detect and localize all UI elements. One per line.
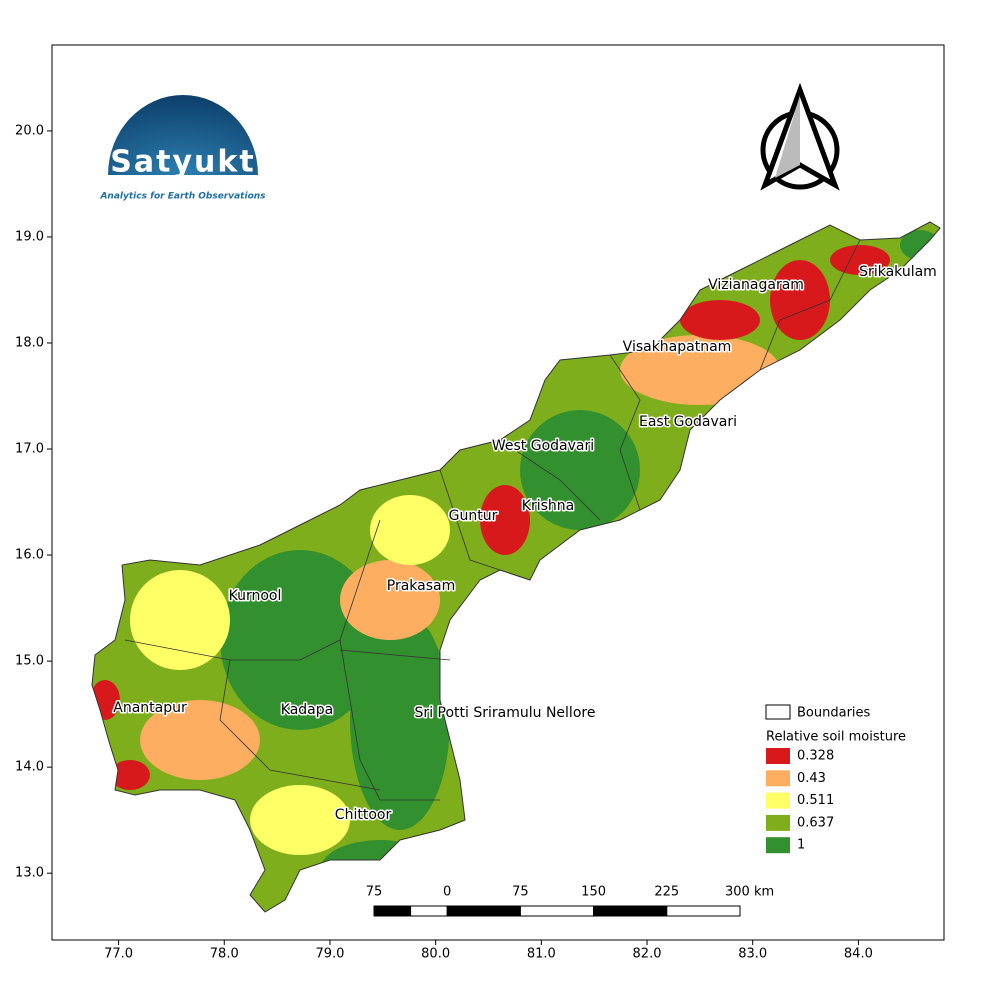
legend-swatch — [766, 837, 790, 854]
x-tick-label: 82.0 — [633, 947, 662, 962]
scale-bar-label: 225 — [654, 885, 679, 900]
y-tick-label: 20.0 — [15, 123, 44, 138]
y-tick-label: 16.0 — [15, 548, 44, 563]
legend-swatch — [766, 748, 790, 764]
y-tick-label: 18.0 — [15, 335, 44, 350]
district-label: Guntur — [449, 508, 498, 524]
x-tick-label: 77.0 — [104, 947, 133, 962]
logo-name: Satyukt — [110, 145, 255, 180]
scale-bar-segment — [666, 905, 741, 917]
district-boundary — [339, 649, 451, 661]
scale-bar-segment — [446, 905, 521, 917]
district-label: West Godavari — [492, 438, 594, 454]
logo-dome — [108, 95, 258, 175]
district-label: Prakasam — [387, 578, 455, 594]
raster-patch — [770, 260, 830, 340]
legend-label: 0.43 — [797, 771, 826, 786]
district-label: East Godavari — [639, 414, 737, 430]
raster-patch — [520, 410, 640, 530]
raster-patch — [680, 300, 760, 340]
legend-label: 0.328 — [797, 749, 834, 764]
district-boundaries — [124, 239, 861, 801]
legend-boundary-swatch — [765, 704, 791, 720]
legend-title: Relative soil moisture — [766, 730, 906, 745]
x-tick-label: 78.0 — [210, 947, 239, 962]
raster-patch — [220, 550, 380, 730]
district-label: Krishna — [522, 498, 574, 514]
district-label: Kadapa — [281, 702, 333, 718]
district-boundary — [219, 659, 381, 791]
legend-label: 0.511 — [797, 793, 834, 808]
y-tick-label: 19.0 — [15, 229, 44, 244]
scale-bar-label: 75 — [512, 885, 529, 900]
raster-patch — [130, 570, 230, 670]
district-boundary — [759, 239, 861, 371]
logo: Satyukt Analytics for Earth Observations — [99, 95, 266, 202]
raster-patch — [110, 760, 150, 790]
legend-swatch — [766, 814, 790, 831]
scale-bar-segment — [593, 905, 668, 917]
scale-bar-segment — [519, 905, 595, 917]
district-label: Vizianagaram — [708, 277, 804, 293]
legend-boundary-label: Boundaries — [797, 706, 871, 721]
scale-bar-label: 75 — [366, 885, 383, 900]
y-tick-label: 15.0 — [15, 654, 44, 669]
x-tick-label: 83.0 — [738, 947, 767, 962]
district-boundary — [499, 439, 601, 521]
x-tick-label: 79.0 — [315, 947, 344, 962]
legend-swatch — [766, 770, 790, 787]
north-arrow — [760, 82, 840, 191]
district-boundary — [124, 519, 381, 661]
x-tick-label: 84.0 — [844, 947, 873, 962]
district-boundary — [439, 469, 531, 581]
x-tick-label: 81.0 — [527, 947, 556, 962]
scale-bar-label: 0 — [443, 885, 451, 900]
y-tick-label: 13.0 — [15, 866, 44, 881]
x-tick-label: 80.0 — [421, 947, 450, 962]
district-boundary — [339, 639, 440, 801]
raster-patch — [830, 245, 890, 275]
scale-bar-label: 300 km — [725, 885, 774, 900]
scale-bar-segment — [410, 905, 448, 917]
raster-patch — [250, 785, 350, 855]
legend-label: 0.637 — [797, 815, 834, 830]
north-arrow-shade — [775, 95, 800, 178]
district-label: Srikakulam — [859, 264, 937, 280]
scale-bar-label: 150 — [581, 885, 606, 900]
raster-patch — [370, 495, 450, 565]
district-label: Kurnool — [229, 588, 282, 604]
raster-patch — [140, 700, 260, 780]
district-boundary — [609, 354, 641, 511]
legend-swatch — [766, 792, 790, 809]
district-label: Anantapur — [113, 700, 187, 716]
district-label: Sri Potti Sriramulu Nellore — [415, 705, 596, 721]
raster-patch — [480, 485, 530, 555]
y-tick-label: 17.0 — [15, 442, 44, 457]
legend-label: 1 — [797, 838, 805, 853]
raster-patch — [350, 610, 450, 830]
district-label: Chittoor — [335, 807, 392, 823]
logo-tagline: Analytics for Earth Observations — [99, 192, 266, 202]
district-label: Visakhapatnam — [623, 339, 732, 355]
state-boundary — [91, 221, 941, 913]
raster-patch — [340, 560, 440, 640]
scale-bar-segment — [373, 905, 412, 917]
y-tick-label: 14.0 — [15, 760, 44, 775]
